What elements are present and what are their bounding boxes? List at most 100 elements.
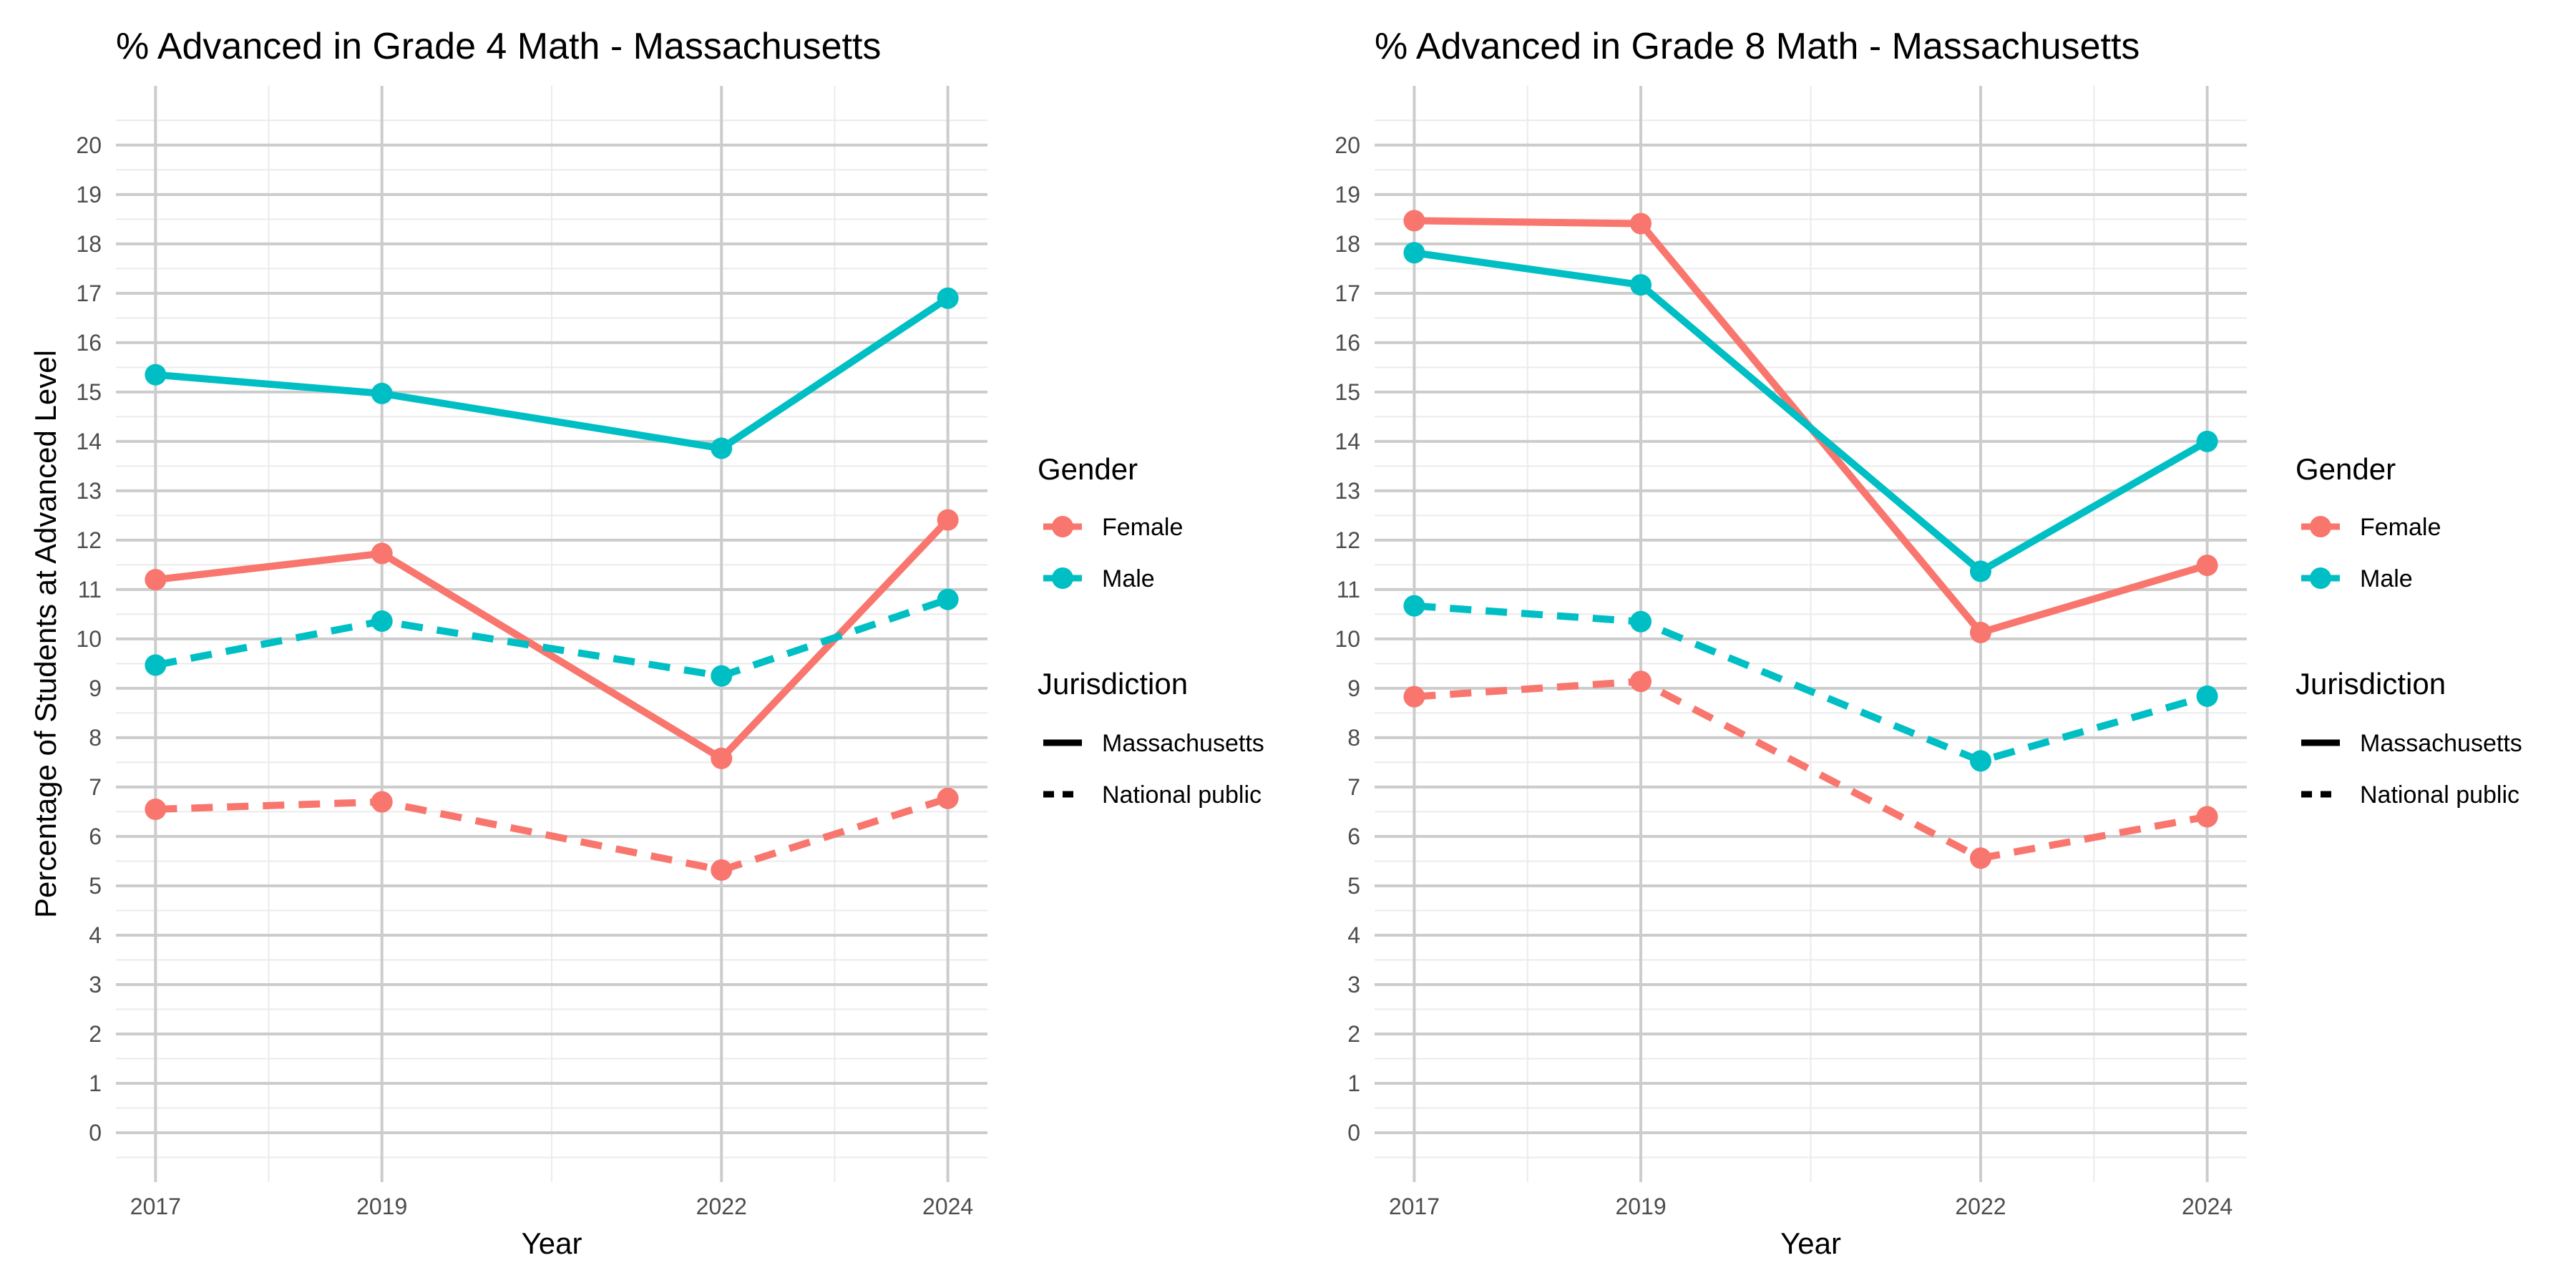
legend-key-point [1052, 516, 1073, 537]
legend-key-point [2310, 567, 2331, 589]
data-point [937, 509, 959, 531]
series-line-female-national-public [155, 795, 950, 874]
series-line-male-massachusetts [1413, 249, 2210, 575]
y-tick-label: 15 [1335, 379, 1360, 405]
series-line-female-national-public [1414, 678, 2208, 862]
y-tick-label: 7 [89, 774, 102, 800]
y-tick-label: 2 [89, 1021, 102, 1047]
x-tick-label: 2017 [130, 1194, 181, 1219]
x-tick-label: 2019 [356, 1194, 407, 1219]
y-tick-label: 1 [89, 1070, 102, 1096]
x-axis-label: Year [1780, 1226, 1841, 1260]
y-tick-label: 3 [1347, 972, 1360, 997]
legend-2: Gender Female Male Jurisdiction Massachusett… [2296, 452, 2522, 809]
x-tick-label: 2022 [696, 1194, 747, 1219]
y-tick-label: 1 [1347, 1070, 1360, 1096]
data-point [1403, 242, 1425, 264]
data-point [371, 791, 393, 813]
y-tick-label: 8 [1347, 725, 1360, 751]
data-point [711, 665, 733, 687]
data-point [937, 588, 959, 610]
data-point [1630, 610, 1652, 633]
legend-key-point [2310, 516, 2331, 537]
y-tick-label: 12 [1335, 527, 1360, 553]
y-tick-label: 0 [89, 1120, 102, 1146]
legend-label-male: Male [1102, 565, 1155, 592]
y-tick-label: 20 [1335, 132, 1360, 158]
y-tick-label: 15 [76, 379, 102, 405]
data-point [1969, 847, 1991, 869]
data-point [1630, 274, 1652, 296]
y-tick-label: 3 [89, 972, 102, 997]
data-point [2196, 685, 2218, 707]
data-point [1403, 686, 1425, 708]
x-tick-label: 2019 [1615, 1194, 1666, 1219]
data-point [1403, 595, 1425, 617]
data-point [1630, 213, 1652, 235]
legend-title-jurisdiction: Jurisdiction [1038, 667, 1188, 701]
y-tick-label: 7 [1347, 774, 1360, 800]
y-tick-label: 14 [76, 429, 102, 454]
y-tick-label: 17 [1335, 280, 1360, 306]
y-tick-label: 6 [1347, 824, 1360, 849]
data-point [145, 569, 167, 591]
y-tick-label: 19 [76, 182, 102, 208]
x-tick-label: 2024 [922, 1194, 973, 1219]
y-tick-label: 17 [76, 280, 102, 306]
x-tick-label: 2017 [1389, 1194, 1440, 1219]
data-point [711, 747, 733, 769]
chart-title: % Advanced in Grade 8 Math - Massachuset… [1375, 26, 2140, 67]
y-tick-label: 4 [89, 922, 102, 948]
y-tick-label: 19 [1335, 182, 1360, 208]
data-point [1630, 670, 1652, 693]
data-point [1969, 560, 1991, 582]
y-tick-label: 20 [76, 132, 102, 158]
chart-title: % Advanced in Grade 4 Math - Massachuset… [116, 26, 881, 67]
data-point [1969, 750, 1991, 772]
y-tick-label: 16 [76, 330, 102, 356]
data-point [145, 364, 167, 386]
legend-title-gender: Gender [1038, 452, 1138, 486]
legend-title-jurisdiction: Jurisdiction [2296, 667, 2446, 701]
y-tick-label: 12 [76, 527, 102, 553]
y-tick-label: 5 [89, 873, 102, 899]
legend-title-gender: Gender [2296, 452, 2396, 486]
data-point [1403, 210, 1425, 232]
y-tick-label: 13 [76, 478, 102, 504]
series-line-male-massachusetts [155, 295, 950, 452]
data-point [371, 542, 393, 565]
y-tick-label: 5 [1347, 873, 1360, 899]
y-tick-label: 10 [1335, 626, 1360, 652]
series-line-male-national-public [155, 595, 950, 680]
y-tick-label: 9 [89, 675, 102, 701]
data-point [2196, 555, 2218, 577]
data-point [711, 859, 733, 881]
y-tick-label: 18 [1335, 231, 1360, 257]
y-tick-label: 6 [89, 824, 102, 849]
y-tick-label: 16 [1335, 330, 1360, 356]
data-point [371, 610, 393, 633]
x-axis-label: Year [522, 1226, 582, 1260]
data-point [2196, 430, 2218, 452]
y-tick-label: 11 [1337, 577, 1360, 602]
y-tick-label: 2 [1347, 1021, 1360, 1047]
legend-key-point [1052, 567, 1073, 589]
data-point [2196, 806, 2218, 828]
y-tick-label: 18 [76, 231, 102, 257]
data-point [371, 382, 393, 404]
legend-label-male: Male [2360, 565, 2413, 592]
legend-label-jurisdiction: National public [2360, 781, 2519, 809]
data-point [145, 798, 167, 820]
legend-1: Gender Female Male Jurisdiction Massachusett… [1038, 452, 1264, 809]
y-tick-label: 4 [1347, 922, 1360, 948]
y-tick-label: 9 [1347, 675, 1360, 701]
y-axis-label: Percentage of Students at Advanced Level [29, 350, 62, 918]
x-tick-label: 2022 [1955, 1194, 2006, 1219]
y-tick-label: 0 [1347, 1120, 1360, 1146]
y-tick-label: 13 [1335, 478, 1360, 504]
y-tick-label: 8 [89, 725, 102, 751]
legend-label-jurisdiction: National public [1102, 781, 1262, 809]
